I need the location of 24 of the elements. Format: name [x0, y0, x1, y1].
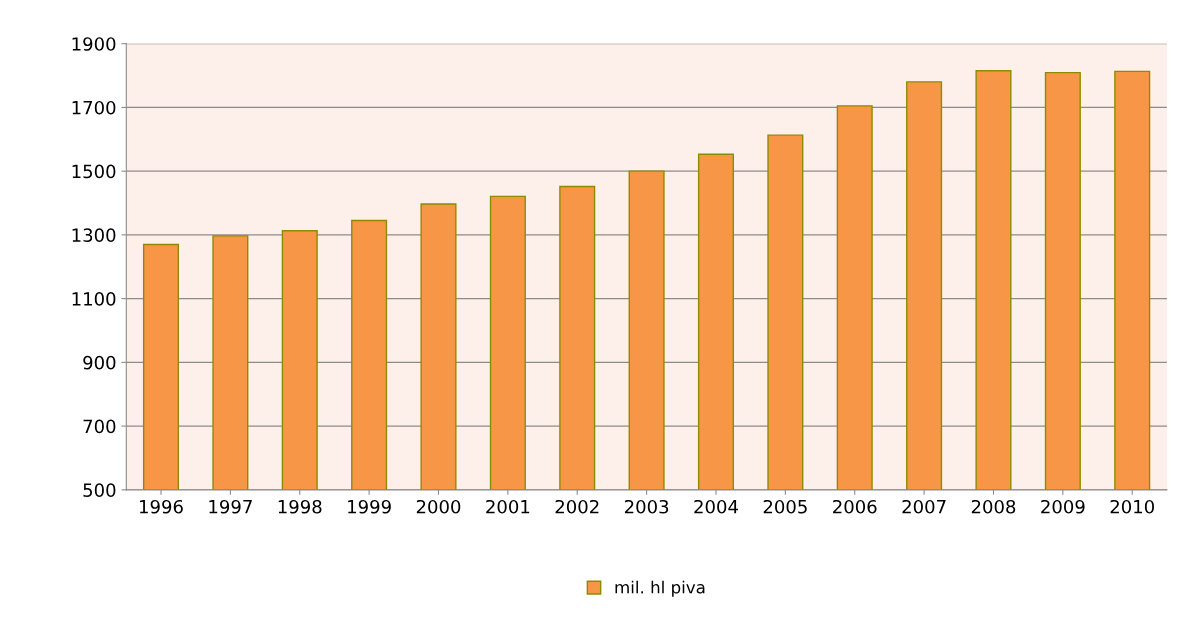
x-tick-label: 1996	[140, 499, 183, 514]
x-tick-label: 2004	[694, 499, 738, 514]
y-tick-label: 1700	[72, 100, 116, 115]
x-tick-label: 2005	[763, 499, 807, 514]
y-tick-label: 500	[83, 483, 116, 497]
y-tick-label: 900	[83, 355, 116, 370]
y-tick-label: 1900	[72, 37, 116, 51]
x-tick-label: 1999	[348, 499, 391, 514]
y-tick-label: 1500	[72, 164, 116, 179]
x-tick-label: 2006	[833, 499, 877, 514]
x-tick-label: 2007	[902, 499, 946, 514]
x-tick-label: 2009	[1041, 499, 1085, 514]
y-tick-label: 700	[83, 419, 116, 434]
x-tick-label: 2001	[486, 499, 530, 514]
x-tick-label: 2008	[971, 499, 1016, 514]
x-tick-label: 2003	[624, 499, 669, 514]
x-tick-label: 1998	[278, 499, 322, 514]
x-tick-label: 1997	[209, 499, 252, 514]
x-tick-label: 2000	[416, 499, 461, 514]
y-tick-label: 1100	[72, 292, 116, 306]
legend-label: mil. hl piva	[615, 580, 705, 597]
x-tick-label: 2002	[555, 499, 599, 514]
y-tick-label: 1300	[72, 228, 116, 243]
x-tick-label: 2010	[1110, 499, 1154, 514]
